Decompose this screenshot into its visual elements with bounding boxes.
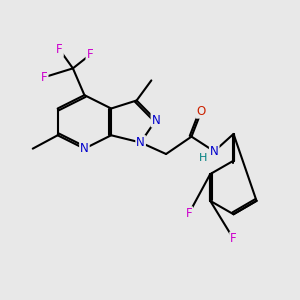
Text: F: F: [86, 49, 93, 62]
Text: N: N: [210, 145, 219, 158]
Text: F: F: [230, 232, 237, 245]
Text: F: F: [185, 207, 192, 220]
Text: H: H: [199, 153, 208, 163]
Text: O: O: [196, 105, 206, 118]
Text: F: F: [56, 43, 63, 56]
Text: N: N: [152, 113, 160, 127]
Text: N: N: [136, 136, 145, 149]
Text: N: N: [80, 142, 89, 155]
Text: F: F: [41, 71, 48, 84]
